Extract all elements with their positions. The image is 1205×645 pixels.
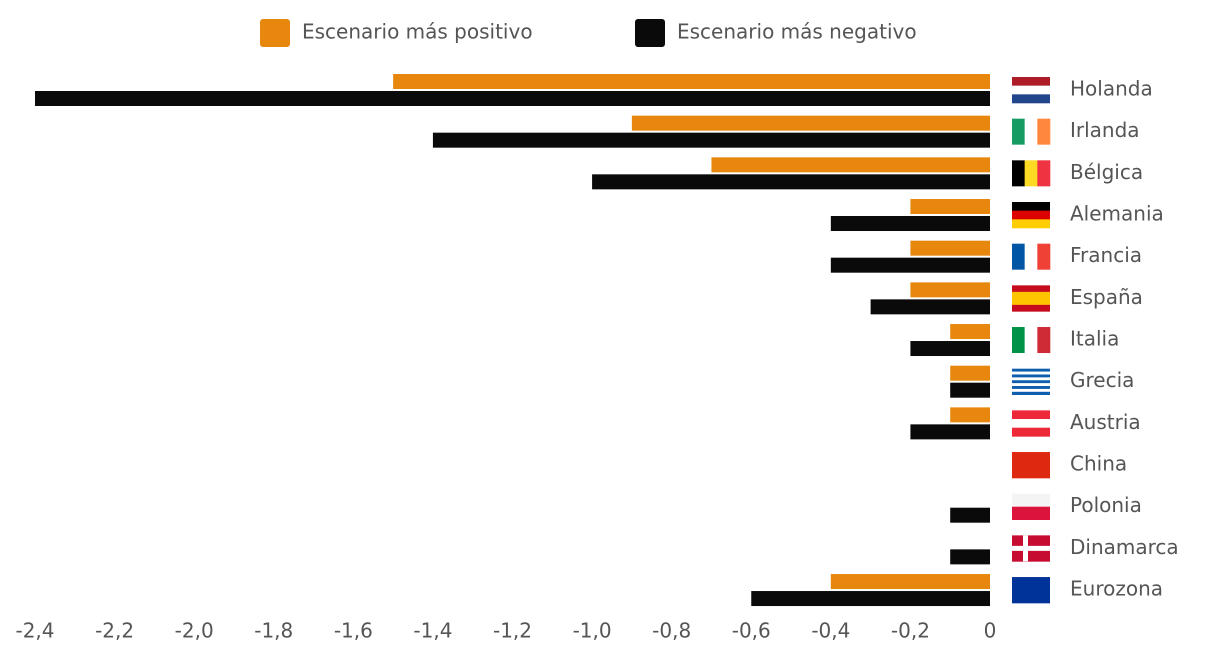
flag bbox=[1012, 374, 1050, 378]
flag bbox=[1012, 327, 1025, 354]
flag bbox=[1012, 219, 1050, 229]
bar bbox=[711, 157, 990, 173]
flag bbox=[1012, 371, 1050, 375]
flag bbox=[1024, 327, 1038, 354]
bar bbox=[910, 240, 990, 256]
category-label: Francia bbox=[1070, 243, 1142, 267]
x-tick-label: -0,6 bbox=[732, 619, 771, 643]
bar bbox=[950, 382, 990, 398]
category-label: Irlanda bbox=[1070, 118, 1140, 142]
bar bbox=[950, 324, 990, 340]
flag bbox=[1012, 380, 1050, 384]
bar bbox=[910, 341, 990, 357]
bar bbox=[830, 574, 990, 590]
bar bbox=[910, 282, 990, 298]
x-tick-label: -0,4 bbox=[811, 619, 850, 643]
flag bbox=[1012, 298, 1050, 306]
flag bbox=[1012, 77, 1050, 86]
x-tick-label: -1,4 bbox=[413, 619, 452, 643]
x-tick-label: -2,0 bbox=[175, 619, 214, 643]
flag bbox=[1012, 391, 1050, 395]
bar bbox=[35, 91, 990, 106]
bar bbox=[950, 365, 990, 381]
x-tick-label: -0,2 bbox=[891, 619, 930, 643]
flag bbox=[1012, 452, 1050, 479]
category-label: Bélgica bbox=[1070, 160, 1143, 184]
bar bbox=[393, 74, 990, 89]
category-label: España bbox=[1070, 285, 1143, 309]
flag bbox=[1012, 545, 1050, 551]
flag bbox=[1012, 94, 1050, 104]
flag bbox=[1012, 386, 1050, 390]
flag bbox=[1012, 506, 1050, 520]
flag bbox=[1012, 383, 1050, 387]
flag bbox=[1024, 118, 1038, 145]
flag bbox=[1012, 577, 1050, 604]
flag bbox=[1037, 118, 1051, 145]
x-tick-label: -1,0 bbox=[573, 619, 612, 643]
flag bbox=[1024, 243, 1038, 270]
legend-label: Escenario más negativo bbox=[677, 20, 917, 44]
category-label: Polonia bbox=[1070, 493, 1142, 517]
flag bbox=[1012, 419, 1050, 428]
flag bbox=[1012, 118, 1025, 145]
x-tick-label: -1,6 bbox=[334, 619, 373, 643]
category-label: China bbox=[1070, 452, 1127, 476]
flag bbox=[1012, 304, 1050, 312]
flag bbox=[1024, 160, 1038, 187]
category-label: Holanda bbox=[1070, 77, 1153, 101]
bar bbox=[950, 407, 990, 423]
legend-swatch bbox=[635, 19, 665, 47]
flag bbox=[1012, 160, 1025, 187]
category-label: Eurozona bbox=[1070, 577, 1163, 601]
bar bbox=[751, 591, 990, 607]
x-tick-label: 0 bbox=[984, 619, 997, 643]
x-tick-label: -1,2 bbox=[493, 619, 532, 643]
flag bbox=[1012, 377, 1050, 381]
legend-label: Escenario más positivo bbox=[302, 20, 533, 44]
bar bbox=[830, 216, 990, 232]
bar bbox=[910, 424, 990, 440]
x-tick-label: -2,2 bbox=[95, 619, 134, 643]
legend-swatch bbox=[260, 19, 290, 47]
flag bbox=[1012, 285, 1050, 293]
flag bbox=[1012, 202, 1050, 211]
bar bbox=[432, 132, 991, 148]
flag bbox=[1012, 210, 1050, 220]
flag bbox=[1012, 410, 1050, 420]
flag bbox=[1012, 388, 1050, 393]
category-label: Italia bbox=[1070, 327, 1119, 351]
bar bbox=[870, 299, 990, 315]
flag bbox=[1012, 291, 1050, 299]
bar bbox=[910, 199, 990, 215]
bar bbox=[950, 507, 990, 523]
flag bbox=[1012, 368, 1050, 372]
bar bbox=[592, 174, 990, 190]
x-tick-label: -1,8 bbox=[254, 619, 293, 643]
bar bbox=[830, 257, 990, 273]
category-label: Alemania bbox=[1070, 202, 1164, 226]
category-label: Grecia bbox=[1070, 368, 1134, 392]
x-tick-label: -0,8 bbox=[652, 619, 691, 643]
flag bbox=[1037, 327, 1051, 354]
flag bbox=[1037, 243, 1051, 270]
bar bbox=[950, 549, 990, 565]
category-label: Dinamarca bbox=[1070, 535, 1179, 559]
x-tick-label: -2,4 bbox=[15, 619, 54, 643]
flag bbox=[1012, 427, 1050, 437]
category-label: Austria bbox=[1070, 410, 1141, 434]
flag bbox=[1012, 493, 1050, 507]
flag bbox=[1012, 85, 1050, 95]
bar bbox=[631, 115, 990, 131]
flag bbox=[1012, 243, 1025, 270]
flag bbox=[1037, 160, 1051, 187]
